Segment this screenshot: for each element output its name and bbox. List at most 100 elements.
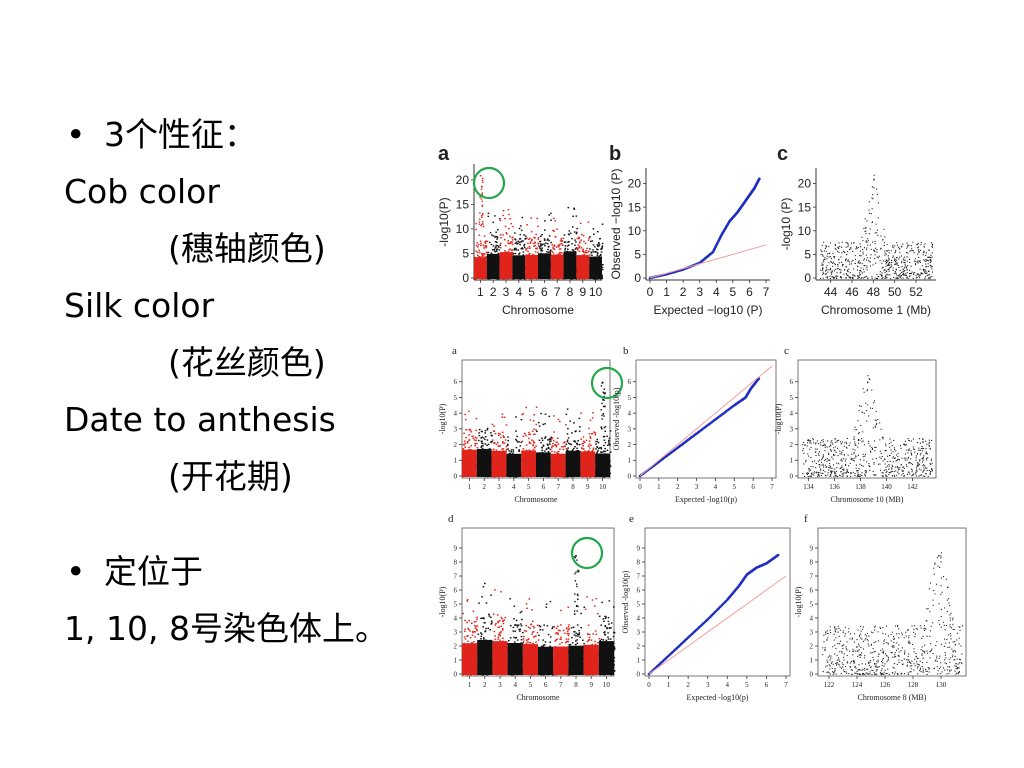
data-point bbox=[490, 432, 492, 434]
data-point bbox=[869, 469, 871, 471]
data-point bbox=[925, 266, 927, 268]
data-point-mass bbox=[476, 448, 492, 477]
data-point bbox=[926, 457, 928, 459]
data-point bbox=[503, 239, 506, 241]
data-point bbox=[595, 440, 597, 443]
data-point bbox=[511, 243, 514, 246]
y-tick-label: 0 bbox=[634, 271, 641, 285]
data-point bbox=[852, 274, 854, 276]
data-point bbox=[579, 242, 581, 244]
data-point bbox=[868, 378, 870, 380]
data-point bbox=[836, 268, 838, 270]
data-point bbox=[502, 441, 504, 443]
data-point bbox=[603, 439, 606, 441]
data-point bbox=[567, 206, 570, 209]
data-point bbox=[881, 275, 883, 277]
data-point bbox=[566, 449, 569, 451]
data-point bbox=[825, 459, 827, 461]
data-point bbox=[553, 626, 555, 628]
data-point bbox=[887, 261, 889, 263]
data-point bbox=[502, 214, 504, 217]
data-point-mass bbox=[550, 254, 564, 279]
data-point bbox=[863, 444, 865, 446]
data-point bbox=[846, 447, 848, 449]
data-point bbox=[536, 430, 538, 433]
data-point bbox=[928, 249, 930, 251]
data-point bbox=[872, 458, 874, 460]
data-point bbox=[575, 231, 578, 233]
data-point bbox=[507, 208, 510, 211]
data-point bbox=[874, 251, 876, 253]
data-point bbox=[513, 605, 516, 607]
data-point bbox=[514, 242, 517, 244]
data-point bbox=[907, 246, 909, 248]
data-point bbox=[495, 235, 497, 238]
data-point bbox=[849, 442, 851, 444]
data-point bbox=[874, 258, 876, 260]
data-point bbox=[909, 473, 911, 475]
data-point bbox=[467, 627, 469, 630]
data-point bbox=[525, 603, 528, 605]
data-point bbox=[470, 431, 473, 433]
data-point bbox=[922, 438, 924, 440]
data-point bbox=[895, 260, 897, 262]
data-point bbox=[904, 440, 906, 442]
data-point bbox=[529, 627, 531, 629]
data-point bbox=[562, 244, 564, 246]
data-point bbox=[927, 266, 929, 268]
data-point bbox=[931, 252, 933, 254]
data-point bbox=[465, 418, 467, 421]
data-point bbox=[866, 390, 868, 392]
data-point bbox=[857, 275, 859, 277]
data-point bbox=[560, 624, 562, 626]
data-point bbox=[484, 436, 487, 438]
data-point bbox=[885, 450, 887, 452]
traits-heading: 3个性征： bbox=[104, 115, 257, 154]
data-point bbox=[896, 257, 898, 259]
data-point bbox=[876, 422, 878, 424]
data-point bbox=[871, 276, 873, 278]
data-point bbox=[815, 451, 817, 453]
data-point bbox=[584, 450, 586, 452]
data-point bbox=[534, 241, 536, 243]
data-point bbox=[896, 244, 898, 246]
data-point bbox=[541, 449, 543, 452]
y-tick-label: 4 bbox=[790, 410, 794, 418]
data-point bbox=[910, 272, 912, 274]
data-point bbox=[859, 243, 861, 245]
data-point bbox=[888, 258, 890, 260]
data-point bbox=[872, 198, 874, 200]
data-point bbox=[810, 469, 812, 471]
data-point bbox=[838, 262, 840, 264]
data-point bbox=[918, 275, 920, 277]
data-point bbox=[917, 462, 919, 464]
data-point bbox=[928, 260, 930, 262]
data-point bbox=[871, 208, 873, 210]
data-point bbox=[841, 466, 843, 468]
data-point bbox=[851, 242, 853, 244]
data-point bbox=[822, 457, 824, 459]
data-point bbox=[831, 272, 833, 274]
data-point bbox=[466, 441, 469, 443]
data-point bbox=[572, 626, 575, 628]
data-point bbox=[861, 475, 863, 477]
data-point bbox=[875, 262, 877, 264]
data-point bbox=[528, 437, 530, 440]
data-point bbox=[892, 466, 894, 468]
data-point bbox=[903, 274, 905, 276]
data-point bbox=[525, 406, 527, 409]
data-point bbox=[480, 198, 483, 200]
data-point bbox=[528, 442, 531, 444]
data-point bbox=[919, 277, 921, 279]
data-point bbox=[925, 270, 927, 272]
data-point bbox=[901, 245, 903, 247]
data-point bbox=[858, 474, 860, 476]
data-point bbox=[925, 467, 927, 469]
data-point bbox=[482, 214, 484, 216]
y-axis-label: Observed −log10 (P) bbox=[609, 168, 623, 279]
peak-point bbox=[601, 381, 604, 384]
data-point bbox=[809, 442, 811, 444]
data-point bbox=[602, 264, 604, 266]
data-point bbox=[566, 408, 569, 410]
